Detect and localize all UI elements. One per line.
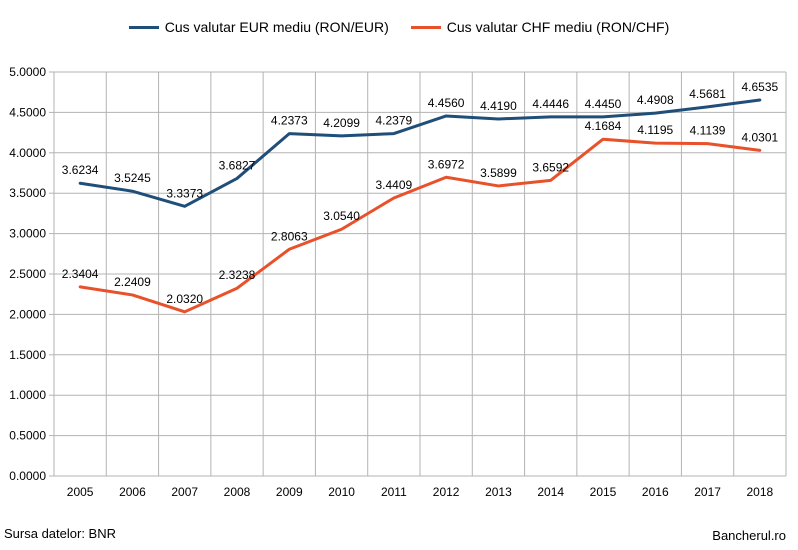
data-label-eur: 4.4908 — [637, 93, 674, 107]
x-tick-label: 2012 — [433, 485, 460, 499]
x-tick-label: 2005 — [67, 485, 94, 499]
x-tick-label: 2018 — [747, 485, 774, 499]
data-label-chf: 2.8063 — [271, 229, 308, 243]
y-tick-label: 5.0000 — [9, 65, 46, 79]
source-note: Sursa datelor: BNR — [4, 526, 116, 541]
data-label-chf: 4.0301 — [742, 130, 779, 144]
data-label-eur: 3.5245 — [114, 171, 151, 185]
data-label-eur: 4.4560 — [428, 96, 465, 110]
data-label-eur: 4.4190 — [480, 99, 517, 113]
series-line-chf — [78, 137, 762, 314]
x-tick-label: 2008 — [224, 485, 251, 499]
data-label-eur: 3.6827 — [219, 158, 256, 172]
x-tick-label: 2013 — [485, 485, 512, 499]
y-tick-label: 1.5000 — [9, 348, 46, 362]
data-label-chf: 3.6592 — [532, 160, 569, 174]
legend-label-eur: Cus valutar EUR mediu (RON/EUR) — [164, 19, 389, 35]
data-label-eur: 4.4446 — [532, 97, 569, 111]
series-line-eur — [78, 98, 762, 208]
x-tick-label: 2014 — [537, 485, 564, 499]
y-tick-label: 2.5000 — [9, 267, 46, 281]
legend-swatch-chf — [410, 25, 441, 29]
data-label-chf: 4.1195 — [637, 123, 673, 137]
x-tick-label: 2017 — [694, 485, 721, 499]
x-tick-label: 2016 — [642, 485, 669, 499]
y-tick-label: 2.0000 — [9, 307, 46, 321]
chart-legend: Cus valutar EUR mediu (RON/EUR) Cus valu… — [0, 19, 798, 35]
data-label-chf: 2.2409 — [114, 275, 151, 289]
y-tick-label: 4.0000 — [9, 146, 46, 160]
data-label-eur: 4.5681 — [689, 87, 726, 101]
data-label-eur: 3.3373 — [166, 186, 203, 200]
data-label-chf: 3.0540 — [323, 209, 360, 223]
data-label-eur: 4.6535 — [742, 80, 779, 94]
legend-item-chf: Cus valutar CHF mediu (RON/CHF) — [410, 19, 670, 35]
legend-label-chf: Cus valutar CHF mediu (RON/CHF) — [446, 19, 670, 35]
legend-item-eur: Cus valutar EUR mediu (RON/EUR) — [128, 19, 389, 35]
y-tick-label: 3.0000 — [9, 227, 46, 241]
y-tick-label: 3.5000 — [9, 186, 46, 200]
data-label-chf: 4.1139 — [690, 124, 726, 138]
y-tick-label: 0.5000 — [9, 429, 46, 443]
y-tick-label: 0.0000 — [9, 469, 46, 483]
data-label-eur: 3.6234 — [62, 163, 99, 177]
legend-swatch-eur — [128, 25, 159, 29]
data-label-chf: 3.4409 — [376, 178, 413, 192]
data-label-chf: 4.1684 — [585, 119, 622, 133]
data-label-eur: 4.2379 — [376, 114, 413, 128]
data-label-eur: 4.2099 — [323, 116, 360, 130]
data-label-chf: 2.3404 — [62, 267, 99, 281]
data-label-chf: 2.0320 — [166, 292, 203, 306]
data-label-chf: 2.3238 — [219, 268, 256, 282]
x-tick-label: 2015 — [590, 485, 617, 499]
data-label-eur: 4.2373 — [271, 114, 308, 128]
data-label-chf: 3.6972 — [428, 157, 465, 171]
y-tick-label: 1.0000 — [9, 388, 46, 402]
x-tick-label: 2009 — [276, 485, 303, 499]
data-label-chf: 3.5899 — [480, 166, 517, 180]
y-tick-label: 4.5000 — [9, 105, 46, 119]
x-tick-label: 2011 — [381, 485, 407, 499]
data-label-eur: 4.4450 — [585, 97, 622, 111]
x-tick-label: 2010 — [328, 485, 355, 499]
x-tick-label: 2007 — [171, 485, 198, 499]
x-tick-label: 2006 — [119, 485, 146, 499]
brand-label: Bancherul.ro — [712, 528, 786, 543]
